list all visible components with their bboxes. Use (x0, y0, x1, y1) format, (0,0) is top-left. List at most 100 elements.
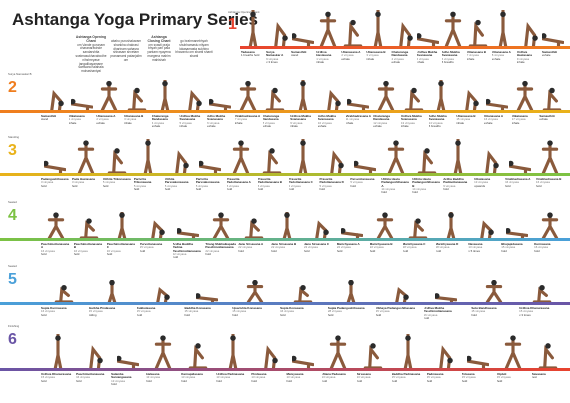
pose-name: Triang Mukhaikapada Paschimottanasana (205, 243, 236, 250)
pose-vinyasa: 5 vinyasa (195, 183, 208, 188)
pose-vinyasa: 13 vinyasa (146, 375, 161, 380)
pose-figure-icon (326, 89, 341, 110)
head-mark (508, 160, 514, 167)
pose-figure-icon (266, 87, 285, 110)
pose-vinyasa: 22 vinyasa (336, 245, 351, 250)
pose-card: Adho Mukha Svanasana 10 vinyasa exhale (317, 70, 345, 130)
series-row: Standing 3 Padangushthasana 3 vinyasa hold Pa… (0, 133, 570, 195)
pose-vinyasa: 3 vinyasa (71, 180, 85, 185)
pose-figure (292, 139, 314, 173)
pose-figure-icon (196, 293, 219, 302)
head-mark (500, 11, 507, 18)
pose-vinyasa: 15 vinyasa (501, 245, 516, 250)
pose-figure-icon (212, 212, 229, 238)
row-color-band (240, 46, 570, 49)
pose-card: Samasthiti exhale (541, 8, 566, 68)
pose-figure (342, 10, 364, 46)
pose-card: Utthita Trikonasana 5 vinyasa hold (102, 133, 133, 195)
pose-figure-icon (273, 22, 288, 46)
head-mark (370, 343, 376, 349)
pose-figure (385, 139, 407, 173)
pose-figure-icon (154, 335, 171, 368)
pose-vinyasa: 13 vinyasa (321, 375, 336, 380)
pose-figure (292, 80, 314, 110)
pose-name: Uttanasana A (96, 115, 116, 118)
pose-figure-icon (446, 212, 456, 238)
pose-figure-icon (155, 286, 170, 302)
pose-note: hold (133, 186, 140, 191)
head-mark (283, 212, 290, 218)
pose-name: Samasthiti (539, 115, 555, 118)
pose-name: Paschimottanasana B (73, 243, 103, 250)
chant-text: Ashtanga Closing Chant om svasti praja bh… (145, 35, 173, 63)
pose-note: hold (288, 186, 294, 191)
pose-name: Janu Sirsasana C (304, 243, 330, 246)
pose-name: Urdhva Hastasana (316, 51, 332, 58)
pose-figure-icon (78, 140, 95, 173)
pose-name: Pada Hastasana (71, 178, 95, 181)
pose-note: inhale (516, 59, 525, 64)
pose-vinyasa: 8 vinyasa (262, 120, 275, 125)
pose-card: Navasana 13 vinyasa x 5 times (467, 198, 500, 258)
pose-figure (514, 80, 536, 110)
pose-figure-icon (160, 80, 169, 110)
pose-note: hold (280, 312, 286, 317)
pose-label: Adho Mukha Svanasana 6 vinyasa 5 breaths (442, 51, 465, 64)
pose-name: Ubhaya Padangushthasana (375, 307, 415, 310)
pose-card: Adho Mukha Svanasana 6 vinyasa 5 breaths (441, 8, 466, 68)
pose-card: Supta Kurmasana 16 vinyasa hold (40, 262, 88, 320)
pose-vinyasa: 5 vinyasa (288, 183, 301, 188)
pose-label: Ardha Baddha Padmottanasana 9 vinyasa hold (443, 178, 472, 191)
head-mark (119, 212, 125, 218)
pose-name: Adho Mukha Svanasana (428, 115, 447, 122)
pose-note: inhale (234, 120, 243, 125)
chant-text: go brahmanebhyah shubhamastu nityam loka… (175, 39, 213, 59)
pose-figure-icon (188, 343, 208, 368)
head-mark (291, 33, 297, 39)
pose-vinyasa: 13 vinyasa (400, 120, 415, 125)
chant-body: abahu purushakaram shankha chakrasi dhar… (110, 39, 142, 62)
pose-note: exhale (151, 123, 161, 128)
pose-vinyasa: 16 vinyasa (423, 312, 438, 317)
pose-note: hold (172, 255, 178, 260)
pose-label: Paschimottanasana C 16 vinyasa hold (107, 243, 138, 256)
head-mark (250, 218, 257, 224)
head-mark (539, 284, 545, 291)
row-number: 5 (8, 271, 17, 288)
head-mark (96, 357, 103, 364)
pose-figure (230, 139, 252, 173)
pose-figure-icon (542, 33, 565, 46)
pose-vinyasa: 5 vinyasa (133, 183, 147, 188)
pose-note: hold (41, 183, 47, 188)
pose-note: hold (375, 312, 382, 317)
pose-card: Upavishta Konasana 15 vinyasa hold (231, 262, 279, 320)
pose-figure (126, 80, 148, 110)
pose-label: Sirsasana 13 vinyasa hold (357, 373, 390, 383)
pose-label: Savasana rest (532, 373, 565, 380)
pose-card: Salamba Sarvangasana 13 vinyasa hold (110, 322, 145, 386)
pose-note: hold (41, 312, 47, 317)
pose-card: Ardha Baddha Padmottanasana 9 vinyasa hold (442, 133, 473, 195)
pose-label: Utpluti 15 vinyasa hold (497, 373, 530, 383)
head-mark (447, 357, 454, 364)
pose-figure (467, 334, 490, 368)
pose-name: Surya Namaskar A (266, 51, 284, 58)
pose-card: Paschimottanasana C 16 vinyasa hold (106, 198, 139, 258)
pose-vinyasa: 3 vinyasa (366, 53, 379, 58)
pose-figure-icon (50, 89, 64, 110)
row-number: 2 (8, 79, 17, 96)
pose-figure (116, 334, 139, 368)
pose-vinyasa: 6 vinyasa (441, 56, 454, 61)
pose-card: Kukkutasana 15 vinyasa hold (136, 262, 184, 320)
pose-list: Padangushthasana 3 vinyasa hold Pada Hastas… (40, 133, 566, 195)
pose-note: hold (164, 186, 171, 191)
pose-vinyasa: 22 vinyasa (238, 245, 253, 250)
head-mark (54, 335, 61, 341)
pose-figure (517, 10, 539, 46)
